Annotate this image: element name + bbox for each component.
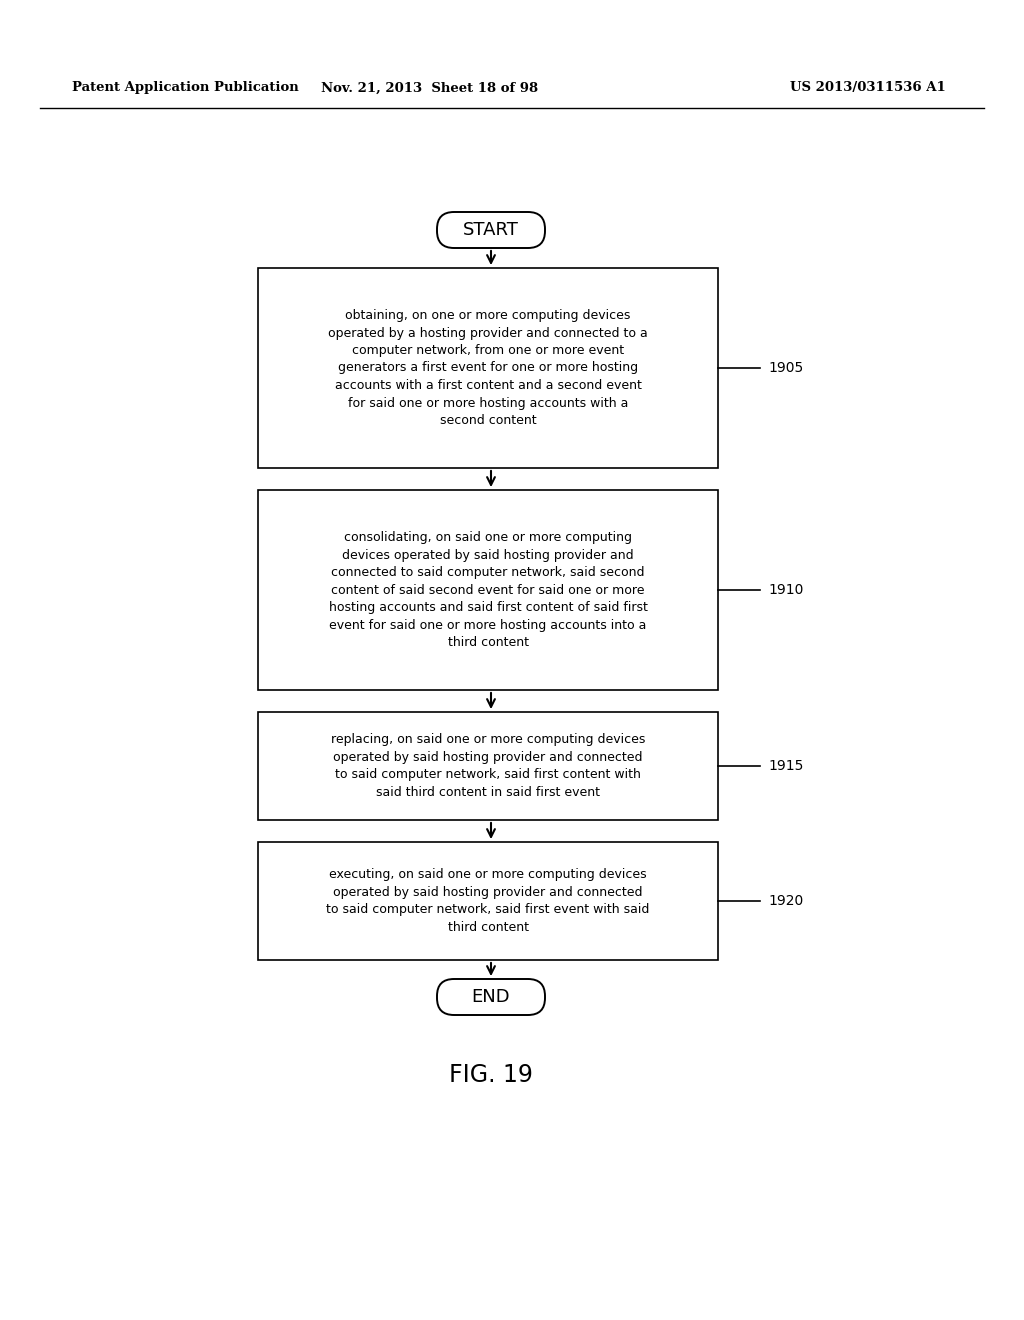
Text: 1920: 1920 (768, 894, 803, 908)
Text: Patent Application Publication: Patent Application Publication (72, 82, 299, 95)
Text: END: END (472, 987, 510, 1006)
Text: FIG. 19: FIG. 19 (450, 1063, 532, 1086)
FancyBboxPatch shape (258, 268, 718, 469)
Text: consolidating, on said one or more computing
devices operated by said hosting pr: consolidating, on said one or more compu… (329, 531, 647, 649)
Text: obtaining, on one or more computing devices
operated by a hosting provider and c: obtaining, on one or more computing devi… (328, 309, 648, 426)
FancyBboxPatch shape (258, 711, 718, 820)
FancyBboxPatch shape (258, 490, 718, 690)
Text: executing, on said one or more computing devices
operated by said hosting provid: executing, on said one or more computing… (327, 869, 649, 933)
Text: Nov. 21, 2013  Sheet 18 of 98: Nov. 21, 2013 Sheet 18 of 98 (322, 82, 539, 95)
Text: 1910: 1910 (768, 583, 804, 597)
Text: 1905: 1905 (768, 360, 803, 375)
Text: replacing, on said one or more computing devices
operated by said hosting provid: replacing, on said one or more computing… (331, 733, 645, 799)
Text: US 2013/0311536 A1: US 2013/0311536 A1 (790, 82, 946, 95)
FancyBboxPatch shape (258, 842, 718, 960)
Text: START: START (463, 220, 519, 239)
Text: 1915: 1915 (768, 759, 804, 774)
FancyBboxPatch shape (437, 213, 545, 248)
FancyBboxPatch shape (437, 979, 545, 1015)
